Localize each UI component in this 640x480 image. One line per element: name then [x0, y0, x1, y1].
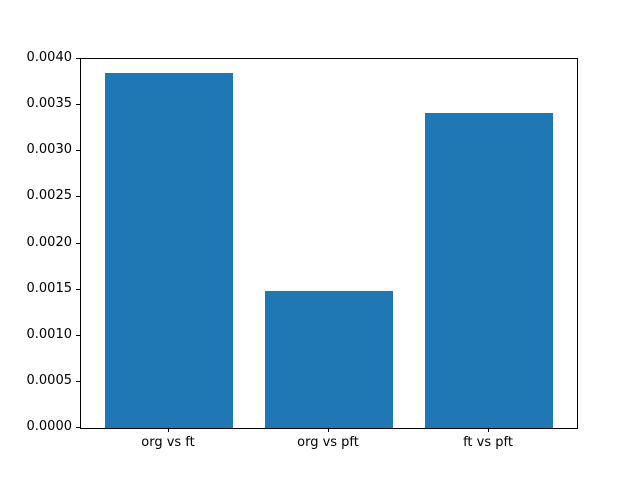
y-tick-label: 0.0030: [26, 142, 73, 158]
x-tick-label: ft vs pft: [463, 435, 513, 450]
y-tick-mark: [76, 288, 80, 290]
y-tick-label: 0.0000: [26, 419, 73, 434]
x-tick-mark: [488, 428, 489, 432]
y-tick-mark: [76, 427, 80, 428]
y-tick-label: 0.0005: [26, 372, 73, 388]
y-tick-mark: [76, 104, 80, 106]
x-tick-label: org vs ft: [141, 435, 195, 450]
x-tick-mark: [328, 428, 329, 432]
y-tick-label: 0.0040: [26, 50, 73, 65]
y-tick-label: 0.0010: [26, 326, 73, 342]
y-tick-label: 0.0025: [26, 188, 73, 204]
bar-org-vs-ft: [105, 72, 233, 428]
bar-ft-vs-pft: [425, 112, 553, 428]
y-tick-mark: [76, 196, 80, 198]
y-tick-label: 0.0035: [26, 96, 73, 112]
bar-org-vs-pft: [265, 290, 393, 428]
x-tick-mark: [168, 428, 169, 432]
y-tick-label: 0.0020: [26, 234, 73, 250]
y-tick-mark: [76, 334, 80, 336]
y-tick-mark: [76, 58, 80, 59]
y-tick-label: 0.0015: [26, 280, 73, 296]
y-tick-mark: [76, 150, 80, 152]
plot-area: [80, 58, 578, 429]
y-tick-mark: [76, 380, 80, 382]
x-tick-label: org vs pft: [297, 435, 359, 450]
y-tick-mark: [76, 242, 80, 244]
